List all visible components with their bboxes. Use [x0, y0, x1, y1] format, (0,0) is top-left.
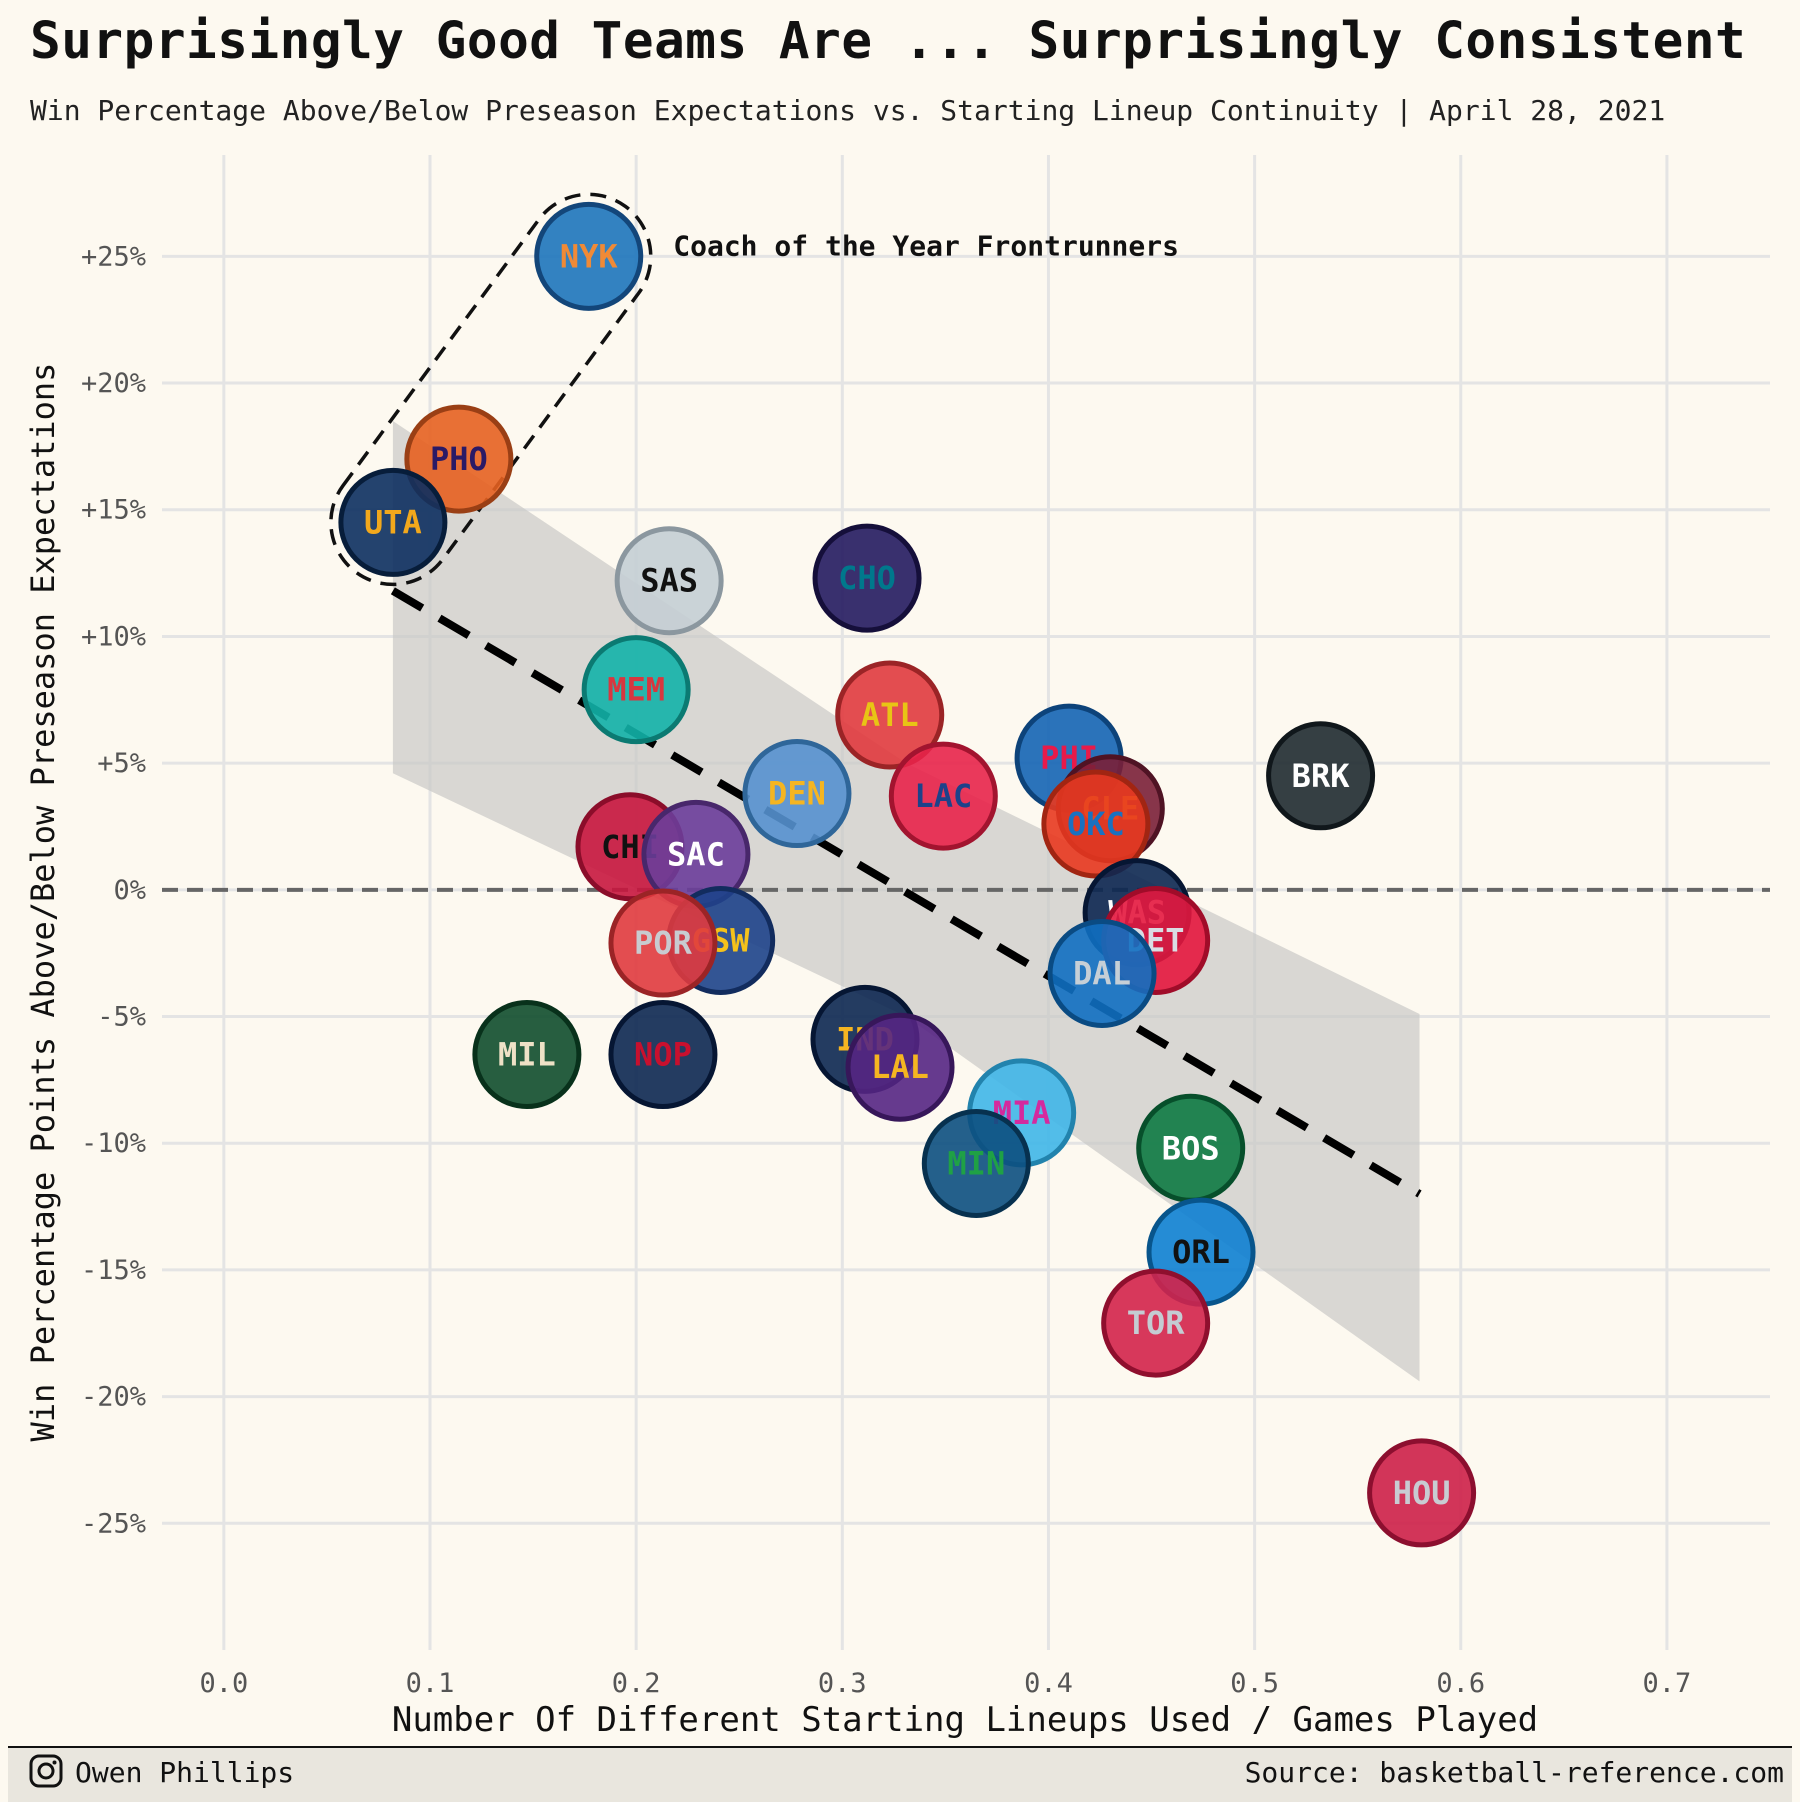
scatter-chart: 0.0 0.1 0.2 0.3 0.4 0.5 0.6 0.7 +25% +20% +15% +10%…: [24, 155, 1770, 1740]
team-point-brk: BRK: [1266, 721, 1376, 831]
team-bubble: [888, 741, 998, 851]
team-bubble: [608, 1000, 718, 1110]
team-bubble: [1047, 918, 1157, 1028]
team-bubble: [404, 404, 514, 514]
team-label: HOU: [1393, 1474, 1451, 1512]
y-tick-label: -25%: [81, 1508, 146, 1539]
annotation-label: Coach of the Year Frontrunners: [673, 230, 1179, 263]
team-label: MIN: [947, 1144, 1005, 1182]
x-axis-label: Number Of Different Starting Lineups Use…: [392, 1700, 1538, 1740]
team-label: LAL: [871, 1048, 929, 1086]
source-credit: Source: basketball-reference.com: [1244, 1756, 1784, 1789]
chart-title: Surprisingly Good Teams Are ... Surprisi…: [30, 12, 1747, 71]
y-axis-label: Win Percentage Points Above/Below Presea…: [24, 363, 62, 1442]
x-tick-label: 0.7: [1643, 1668, 1692, 1699]
team-label: DAL: [1073, 954, 1131, 992]
y-tick-label: -20%: [81, 1382, 146, 1413]
x-tick-label: 0.6: [1436, 1668, 1485, 1699]
team-point-cho: CHO: [812, 523, 922, 633]
team-point-sas: SAS: [614, 526, 724, 636]
team-bubble: [742, 739, 852, 849]
team-point-okc: OKC: [1041, 769, 1151, 879]
team-bubble: [534, 201, 644, 311]
x-tick-label: 0.1: [406, 1668, 455, 1699]
team-point-lal: LAL: [845, 1012, 955, 1122]
x-tick-label: 0.5: [1230, 1668, 1279, 1699]
frontrunners-highlight-outline: [329, 192, 653, 587]
grid-lines: [162, 155, 1770, 1650]
trend-line-path: [390, 587, 1422, 1198]
team-point-atl: ATL: [835, 660, 945, 770]
team-point-den: DEN: [742, 739, 852, 849]
x-tick-label: 0.3: [818, 1668, 867, 1699]
y-tick-label: +20%: [81, 368, 146, 399]
team-bubble: [1266, 721, 1376, 831]
team-points: NYKPHOUTASASCHOMEMATLPHIBRKDENLACCLEOKCC…: [338, 201, 1477, 1548]
team-point-sac: SAC: [641, 799, 751, 909]
chart-subtitle: Win Percentage Above/Below Preseason Exp…: [30, 94, 1666, 127]
team-bubble: [338, 467, 448, 577]
team-bubble: [614, 526, 724, 636]
y-tick-label: 0%: [113, 875, 146, 906]
team-label: ORL: [1172, 1233, 1230, 1271]
team-bubble: [845, 1012, 955, 1122]
x-tick-label: 0.0: [199, 1668, 248, 1699]
team-label: LAC: [914, 777, 972, 815]
team-label: NOP: [634, 1036, 692, 1074]
footer-bar: [8, 1746, 1792, 1802]
team-bubble: [1101, 1268, 1211, 1378]
team-bubble: [812, 523, 922, 633]
y-tick-label: +25%: [81, 241, 146, 272]
team-label: BOS: [1162, 1129, 1220, 1167]
team-label: SAC: [667, 835, 725, 873]
x-tick-label: 0.4: [1024, 1668, 1073, 1699]
team-point-tor: TOR: [1101, 1268, 1211, 1378]
y-tick-label: -15%: [81, 1255, 146, 1286]
team-point-por: POR: [608, 888, 718, 998]
team-bubble: [1367, 1438, 1477, 1548]
axis-ticks: 0.0 0.1 0.2 0.3 0.4 0.5 0.6 0.7 +25% +20% +15% +10%…: [81, 241, 1691, 1699]
y-tick-label: +10%: [81, 621, 146, 652]
team-bubble: [835, 660, 945, 770]
team-label: OKC: [1067, 805, 1125, 843]
team-label: MIL: [498, 1036, 556, 1074]
team-point-lac: LAC: [888, 741, 998, 851]
team-point-min: MIN: [921, 1108, 1031, 1218]
team-point-mil: MIL: [472, 1000, 582, 1110]
author-name: Owen Phillips: [75, 1756, 295, 1789]
team-bubble: [581, 635, 691, 745]
team-label: PHO: [430, 440, 488, 478]
x-tick-label: 0.2: [612, 1668, 661, 1699]
instagram-icon: [29, 1754, 63, 1788]
team-point-nyk: NYK: [534, 201, 644, 311]
team-label: ATL: [861, 696, 919, 734]
team-label: CHO: [838, 559, 896, 597]
team-point-nop: NOP: [608, 1000, 718, 1110]
team-point-bos: BOS: [1136, 1093, 1246, 1203]
y-tick-label: -5%: [97, 1002, 146, 1033]
team-bubble: [921, 1108, 1031, 1218]
team-label: MEM: [607, 671, 665, 709]
team-label: BRK: [1292, 757, 1351, 795]
team-bubble: [1041, 769, 1151, 879]
team-point-uta: UTA: [338, 467, 448, 577]
team-label: POR: [634, 924, 693, 962]
team-bubble: [472, 1000, 582, 1110]
team-label: DEN: [768, 775, 826, 813]
y-tick-label: +15%: [81, 495, 146, 526]
team-point-hou: HOU: [1367, 1438, 1477, 1548]
team-label: SAS: [640, 562, 698, 600]
y-tick-label: +5%: [97, 748, 146, 779]
y-tick-label: -10%: [81, 1128, 146, 1159]
trend-line: [390, 587, 1422, 1198]
annotation-group: Coach of the Year Frontrunners: [329, 192, 1179, 587]
team-bubble: [608, 888, 718, 998]
team-point-mem: MEM: [581, 635, 691, 745]
team-point-dal: DAL: [1047, 918, 1157, 1028]
team-point-pho: PHO: [404, 404, 514, 514]
team-label: TOR: [1127, 1304, 1186, 1342]
team-label: UTA: [364, 503, 422, 541]
team-label: NYK: [560, 237, 619, 275]
